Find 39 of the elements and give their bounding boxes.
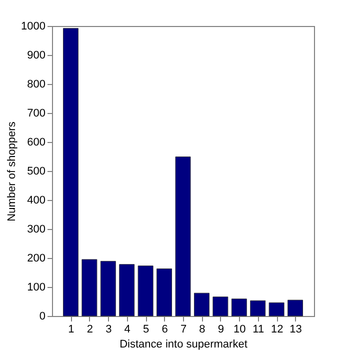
x-tick-label: 8 — [199, 324, 206, 336]
x-tick-label: 1 — [68, 324, 74, 336]
bar — [212, 296, 228, 316]
x-tick-label: 6 — [162, 324, 168, 336]
x-axis-title: Distance into supermarket — [120, 338, 248, 350]
bar — [194, 292, 210, 316]
bar — [138, 266, 154, 316]
y-tick-label: 100 — [27, 282, 46, 294]
bar — [231, 298, 247, 316]
bar — [156, 268, 172, 316]
x-tick-label: 7 — [180, 324, 187, 336]
x-tick-label: 11 — [252, 324, 264, 336]
x-tick-label: 9 — [218, 324, 224, 336]
bar — [288, 300, 304, 316]
y-tick-label: 0 — [39, 310, 46, 322]
bar — [250, 300, 266, 316]
x-tick-label: 4 — [124, 324, 130, 336]
y-tick-label: 300 — [27, 224, 46, 236]
bar — [175, 156, 191, 316]
y-axis-title: Number of shoppers — [6, 121, 18, 222]
x-tick-label: 3 — [106, 324, 112, 336]
y-tick-label: 200 — [27, 252, 46, 264]
bar — [100, 260, 116, 316]
y-tick-label: 800 — [27, 78, 46, 90]
bar — [268, 302, 284, 316]
y-tick-label: 700 — [27, 108, 46, 120]
x-tick-label: 10 — [234, 324, 246, 336]
bar — [82, 259, 98, 316]
y-tick-label: 600 — [27, 136, 46, 148]
bar — [62, 28, 78, 316]
y-tick-label: 1000 — [21, 20, 46, 32]
y-tick-label: 400 — [27, 194, 46, 206]
y-tick-label: 900 — [27, 50, 46, 62]
x-tick-label: 2 — [86, 324, 93, 336]
x-tick-label: 12 — [270, 324, 284, 336]
y-tick-label: 500 — [27, 166, 46, 178]
bar — [119, 264, 135, 316]
x-tick-label: 5 — [143, 324, 150, 336]
x-tick-label: 13 — [290, 324, 302, 336]
